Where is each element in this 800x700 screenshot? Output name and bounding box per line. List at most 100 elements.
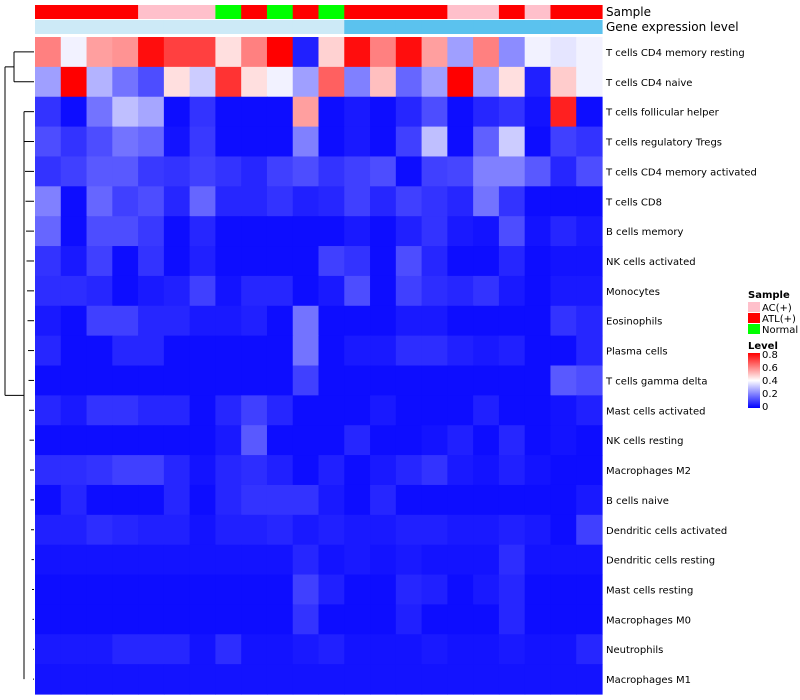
heatmap-cell [395, 216, 423, 247]
heatmap-cell [447, 395, 474, 426]
heatmap-cell [576, 664, 603, 695]
heatmap-cell [112, 664, 139, 695]
heatmap-cell [86, 186, 113, 217]
heatmap-cell [498, 335, 526, 367]
heatmap-cell [550, 275, 577, 307]
row-label: Neutrophils [606, 645, 663, 656]
heatmap-cell [241, 425, 268, 456]
heatmap-cell [473, 216, 500, 247]
heatmap-cell [395, 335, 423, 367]
heatmap-cell [266, 634, 294, 665]
heatmap-cell [344, 156, 371, 187]
heatmap-cell [318, 514, 345, 546]
heatmap-cell [550, 66, 577, 98]
heatmap-cell [576, 604, 603, 635]
heatmap-cell [344, 275, 371, 307]
heatmap-cell [241, 66, 268, 98]
heatmap-cell [498, 365, 526, 396]
sample-annotation-cell [86, 5, 113, 19]
heatmap-cell [60, 395, 88, 426]
expression-annotation-cell [60, 20, 88, 34]
heatmap-cell [215, 96, 242, 128]
heatmap-cell [112, 66, 139, 98]
heatmap-cell [576, 544, 603, 576]
heatmap-cell [447, 574, 474, 606]
heatmap-cell [60, 544, 88, 576]
heatmap-cell [421, 305, 448, 337]
heatmap-cell [421, 634, 448, 665]
heatmap-cell [292, 156, 320, 187]
heatmap-cell [163, 514, 191, 546]
heatmap-cell [163, 275, 191, 307]
heatmap-cell [241, 275, 268, 307]
heatmap-cell [266, 574, 294, 606]
heatmap-cell [60, 634, 88, 665]
heatmap-cell [189, 365, 217, 396]
heatmap-cell [550, 514, 577, 546]
heatmap-cell [163, 574, 191, 606]
heatmap-cell [344, 246, 371, 277]
heatmap-cell [344, 604, 371, 635]
annotation-bars [35, 5, 603, 34]
heatmap-cell [189, 156, 217, 187]
heatmap-cell [395, 305, 423, 337]
heatmap-cell [473, 156, 500, 187]
heatmap-cell [344, 365, 371, 396]
heatmap-cell [344, 96, 371, 128]
heatmap-cell [318, 305, 345, 337]
heatmap-cell [344, 66, 371, 98]
heatmap-cell [473, 186, 500, 217]
heatmap-cell [86, 604, 113, 635]
row-label: T cells follicular helper [605, 108, 720, 119]
heatmap-cell [163, 126, 191, 158]
heatmap-cell [318, 604, 345, 635]
heatmap-cells [35, 37, 603, 695]
heatmap-cell [498, 455, 526, 486]
heatmap-cell [524, 395, 552, 426]
heatmap-cell [163, 216, 191, 247]
heatmap-cell [292, 484, 320, 516]
heatmap-cell [60, 66, 88, 98]
heatmap-cell [498, 216, 526, 247]
heatmap-cell [163, 96, 191, 128]
heatmap-cell [189, 186, 217, 217]
heatmap-cell [498, 246, 526, 277]
heatmap-cell [318, 484, 345, 516]
heatmap-cell [292, 395, 320, 426]
heatmap-cell [35, 275, 62, 307]
heatmap-cell [292, 246, 320, 277]
heatmap-cell [344, 574, 371, 606]
heatmap-cell [550, 335, 577, 367]
heatmap-cell [447, 365, 474, 396]
heatmap-cell [35, 455, 62, 486]
heatmap-cell [60, 37, 88, 68]
heatmap-cell [138, 574, 165, 606]
heatmap-cell [550, 186, 577, 217]
heatmap-cell [35, 96, 62, 128]
heatmap-cell [447, 156, 474, 187]
heatmap-cell [112, 186, 139, 217]
heatmap-cell [498, 66, 526, 98]
heatmap-cell [241, 514, 268, 546]
heatmap-cell [292, 186, 320, 217]
heatmap-cell [60, 156, 88, 187]
sample-annotation-cell [60, 5, 88, 19]
heatmap-cell [473, 365, 500, 396]
heatmap-cell [215, 186, 242, 217]
heatmap-cell [138, 66, 165, 98]
heatmap-cell [138, 126, 165, 158]
heatmap-cell [163, 335, 191, 367]
heatmap-cell [60, 246, 88, 277]
heatmap-cell [498, 574, 526, 606]
heatmap-cell [498, 186, 526, 217]
heatmap-cell [447, 455, 474, 486]
heatmap-cell [292, 544, 320, 576]
heatmap-cell [215, 664, 242, 695]
heatmap-cell [112, 484, 139, 516]
level-legend-tick: 0.6 [762, 363, 778, 374]
heatmap-cell [550, 365, 577, 396]
heatmap-cell [576, 37, 603, 68]
heatmap-cell [35, 574, 62, 606]
heatmap-cell [138, 216, 165, 247]
heatmap-cell [395, 156, 423, 187]
